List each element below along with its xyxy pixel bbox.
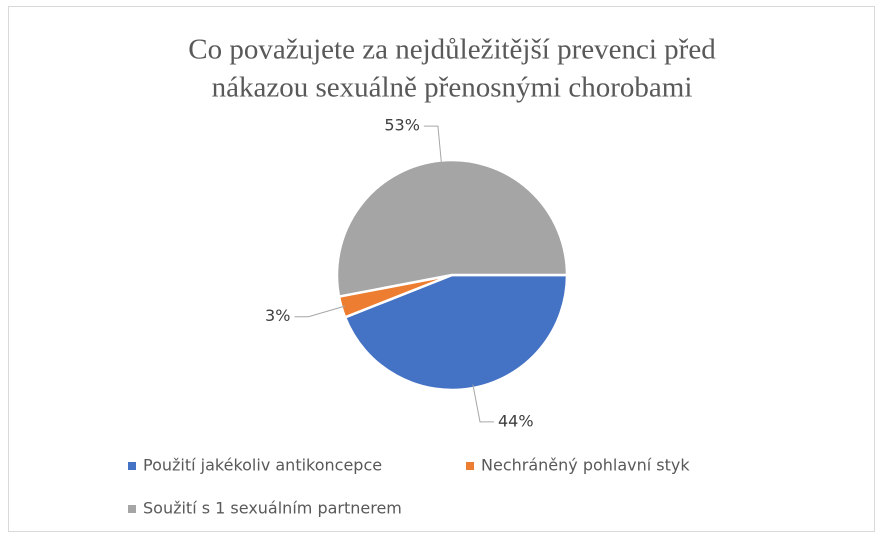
legend-swatch: [128, 505, 136, 513]
leader-line: [294, 305, 346, 318]
legend-label: Soužití s 1 sexuálním partnerem: [143, 499, 402, 518]
data-label: 3%: [265, 306, 290, 325]
data-label: 53%: [384, 116, 420, 135]
leader-line: [472, 384, 495, 423]
legend-swatch: [128, 462, 136, 470]
data-label: 44%: [498, 411, 534, 430]
chart-title: nákazou sexuálně přenosnými chorobami: [212, 72, 693, 104]
legend-label: Nechráněný pohlavní styk: [481, 456, 690, 475]
legend-label: Použití jakékoliv antikoncepce: [143, 456, 382, 475]
legend-swatch: [466, 462, 474, 470]
chart-title: Co považujete za nejdůležitější prevenci…: [188, 34, 716, 66]
leader-line: [423, 125, 443, 164]
